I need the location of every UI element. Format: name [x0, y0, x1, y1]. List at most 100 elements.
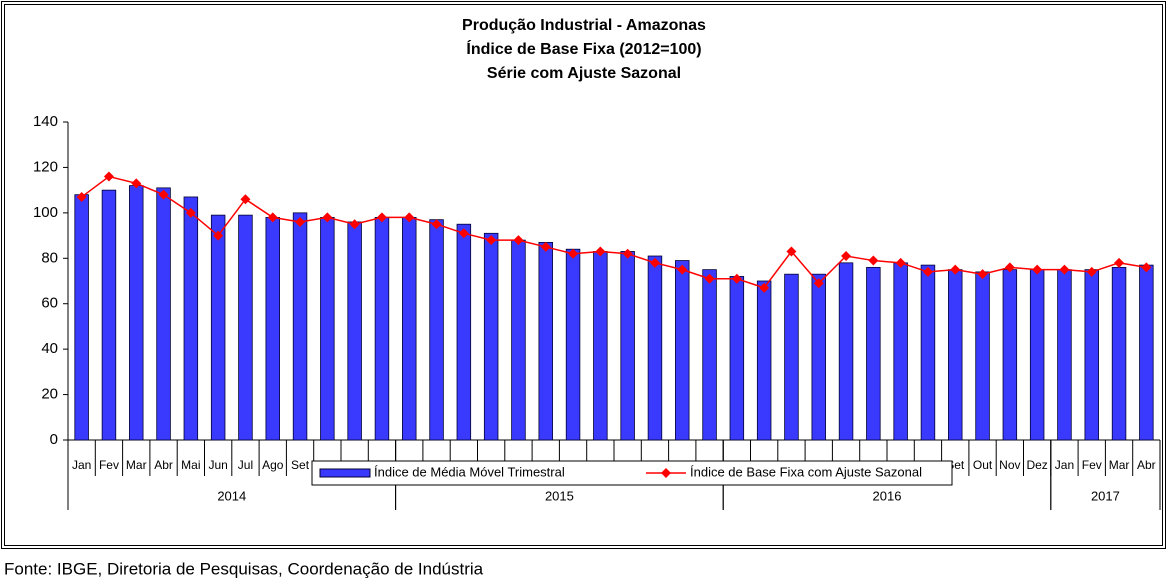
bar — [1002, 269, 1018, 441]
line — [81, 175, 1147, 289]
y-tick-label: 40 — [41, 340, 58, 357]
marker — [158, 189, 169, 200]
x-tick-label: Fev — [1082, 458, 1102, 472]
chart-title: Índice de Base Fixa (2012=100) — [466, 39, 701, 58]
bar — [320, 216, 335, 441]
marker — [1141, 262, 1152, 273]
bar — [292, 212, 308, 441]
marker — [322, 212, 333, 223]
marker — [349, 219, 360, 230]
marker — [677, 264, 688, 275]
bar — [238, 214, 253, 441]
y-tick-label: 0 — [50, 431, 58, 448]
bar — [538, 241, 553, 441]
bar — [675, 260, 690, 441]
bar — [838, 262, 854, 441]
marker — [1086, 266, 1097, 277]
x-tick-label: Jul — [238, 458, 253, 472]
group-label: 2015 — [545, 488, 574, 503]
bar — [729, 276, 745, 441]
bar — [129, 185, 144, 441]
marker — [759, 282, 770, 293]
marker — [786, 246, 797, 257]
marker — [813, 278, 824, 289]
marker — [1114, 257, 1125, 268]
bar — [893, 262, 908, 441]
marker — [131, 178, 142, 189]
bar — [183, 196, 199, 441]
marker — [841, 251, 852, 262]
bar — [702, 269, 717, 441]
bar — [565, 248, 581, 441]
marker — [950, 264, 961, 275]
marker — [213, 230, 224, 241]
bar — [620, 251, 635, 441]
marker — [431, 219, 442, 230]
chart-frame-inner — [4, 4, 1163, 546]
marker — [595, 246, 606, 257]
x-tick-label: Set — [291, 458, 310, 472]
bar — [784, 273, 799, 441]
marker — [922, 266, 933, 277]
marker — [513, 235, 524, 246]
marker — [376, 212, 387, 223]
bar — [456, 223, 472, 441]
marker — [295, 216, 306, 227]
bar — [74, 194, 89, 441]
x-tick-label: Mar — [1109, 458, 1130, 472]
bar — [647, 255, 663, 441]
legend-box — [311, 460, 953, 486]
bar — [1084, 269, 1099, 441]
marker — [185, 207, 196, 218]
marker — [540, 241, 551, 252]
x-tick-label: Jan — [1055, 458, 1074, 472]
bar — [1111, 266, 1127, 441]
group-label: 2014 — [217, 488, 246, 503]
y-tick-label: 100 — [33, 204, 58, 221]
source: Fonte: IBGE, Diretoria de Pesquisas, Coo… — [4, 559, 484, 578]
bar — [948, 269, 963, 441]
marker — [1004, 262, 1015, 273]
bar — [756, 280, 772, 441]
marker — [895, 257, 906, 268]
y-tick-label: 60 — [41, 295, 58, 312]
legend-label: Índice de Base Fixa com Ajuste Sazonal — [690, 464, 922, 479]
bar — [429, 219, 444, 441]
x-tick-label: Mar — [126, 458, 147, 472]
x-tick-label: Mai — [181, 458, 200, 472]
y-tick-label: 80 — [41, 249, 58, 266]
marker — [76, 191, 87, 202]
bar — [374, 216, 390, 441]
bar — [866, 266, 881, 441]
bar — [1139, 264, 1154, 441]
x-tick-label: Ago — [262, 458, 284, 472]
bar — [265, 216, 280, 441]
marker — [622, 248, 633, 259]
marker — [704, 273, 715, 284]
marker — [486, 235, 497, 246]
marker — [458, 228, 469, 239]
marker — [868, 255, 879, 266]
bar — [1057, 269, 1072, 441]
x-tick-label: Out — [973, 458, 993, 472]
chart-title: Produção Industrial - Amazonas — [462, 17, 706, 34]
legend-label: Índice de Média Móvel Trimestral — [374, 464, 565, 479]
marker — [103, 171, 114, 182]
marker — [267, 212, 278, 223]
y-tick-label: 120 — [33, 158, 58, 175]
x-tick-label: Jan — [72, 458, 91, 472]
bar — [402, 216, 417, 441]
x-tick-label: Dez — [1026, 458, 1047, 472]
bar — [975, 271, 990, 441]
x-tick-label: Nov — [999, 458, 1020, 472]
bar — [156, 187, 171, 441]
legend-swatch — [661, 468, 671, 478]
bar — [483, 232, 499, 441]
bar — [347, 221, 362, 441]
marker — [404, 212, 415, 223]
y-tick-label: 20 — [41, 386, 58, 403]
marker — [568, 248, 579, 259]
marker — [977, 269, 988, 280]
marker — [649, 257, 660, 268]
